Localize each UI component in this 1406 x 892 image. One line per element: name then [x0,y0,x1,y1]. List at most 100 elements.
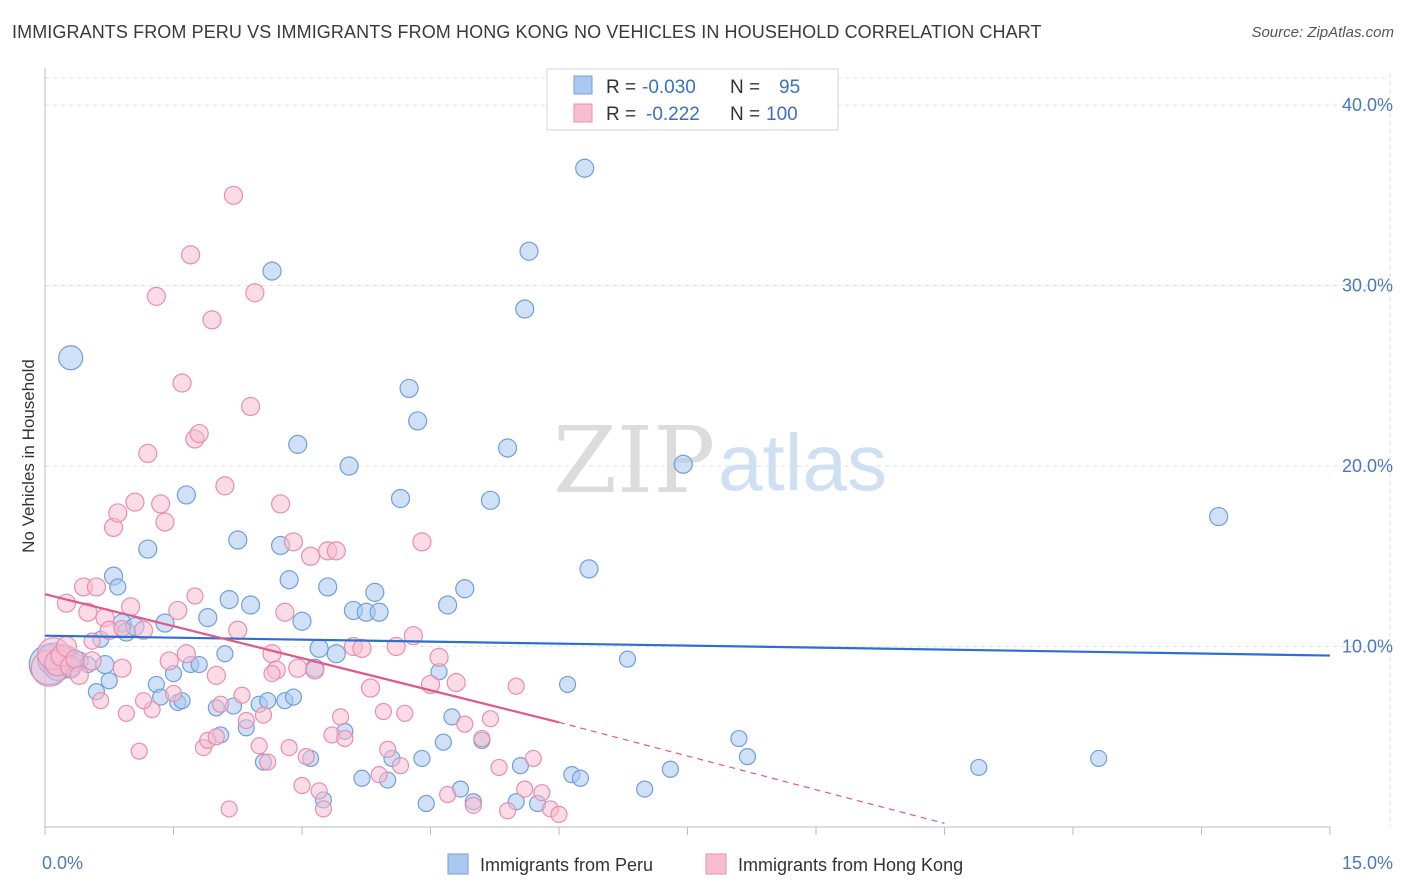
hk-point-28 [155,512,175,532]
peru-point-60 [369,602,389,622]
hk-point-26 [146,286,166,306]
hk-point-32 [172,373,192,393]
correlation-legend: R = -0.030 N = 95 R = -0.222 N = 100 [546,68,839,131]
peru-point-55 [339,456,359,476]
hk-point-75 [379,740,397,758]
y-tick-label-1: 20.0% [1342,456,1393,476]
hk-point-45 [228,620,248,640]
hk-point-47 [237,711,255,730]
hk-point-23 [133,620,154,640]
hk-point-52 [259,753,277,771]
peru-point-65 [408,411,428,431]
peru-point-32 [216,645,234,663]
y-axis-label: No Vehicles in Household [19,359,38,553]
peru-point-93 [738,748,757,766]
hk-point-74 [370,766,388,784]
peru-point-80 [515,299,535,319]
chart-title: IMMIGRANTS FROM PERU VS IMMIGRANTS FROM … [12,22,1042,42]
peru-point-86 [575,158,595,178]
hk-point-62 [300,546,321,566]
peru-point-53 [326,644,346,664]
hk-point-7 [69,665,89,685]
legend-hk-r-label: R = [606,104,636,125]
hk-point-69 [331,708,350,726]
hk-point-17 [108,503,128,523]
peru-point-71 [443,708,461,726]
hk-point-51 [254,706,273,724]
legend-peru-n-value: 95 [779,77,800,98]
hk-point-97 [207,728,225,746]
peru-point-66 [413,749,431,768]
x-tick-labels: 0.0% 15.0% [42,853,1393,873]
series-hk-points [30,185,568,823]
peru-point-73 [455,579,475,599]
hk-point-19 [117,704,135,722]
y-tick-label-2: 30.0% [1342,276,1393,296]
hk-point-102 [391,757,410,775]
peru-point-11 [109,578,127,596]
peru-point-46 [288,434,308,454]
peru-point-76 [480,490,501,510]
hk-point-36 [189,423,209,444]
peru-point-17 [100,672,118,690]
hk-point-60 [293,776,311,795]
peru-point-63 [390,488,411,509]
peru-point-44 [279,570,299,590]
peru-point-91 [673,454,693,474]
peru-point-52 [318,577,338,597]
peru-point-40 [259,692,277,710]
y-tick-label-3: 40.0% [1342,95,1393,115]
hk-point-40 [206,665,226,685]
peru-point-92 [730,729,748,748]
hk-point-103 [113,619,131,638]
legend-hk-key [705,853,727,875]
hk-point-72 [352,638,372,658]
peru-point-81 [519,241,539,261]
hk-point-22 [130,742,148,760]
hk-point-77 [396,704,414,722]
hk-point-95 [550,805,568,823]
hk-point-42 [215,476,235,496]
peru-point-83 [558,675,577,694]
hk-point-57 [280,738,298,757]
hk-point-101 [374,702,392,721]
hk-point-53 [262,644,282,664]
peru-point-37 [241,595,261,615]
hk-point-31 [168,600,188,621]
peru-point-96 [1209,506,1229,527]
series-legend: Immigrants from Peru Immigrants from Hon… [447,853,963,875]
hk-point-33 [176,644,196,664]
axes [44,68,1331,835]
peru-point-77 [498,438,518,458]
hk-point-64 [310,782,328,800]
peru-point-33 [219,589,239,610]
peru-point-19 [138,539,158,559]
hk-point-50 [250,737,268,755]
hk-point-87 [481,710,500,728]
hk-point-68 [326,541,346,561]
hk-point-81 [429,647,449,667]
hk-point-34 [181,245,201,265]
legend-hk-n-value: 100 [766,104,798,125]
hk-point-59 [288,658,308,678]
y-tick-label-0: 10.0% [1342,637,1393,657]
peru-point-90 [661,760,679,778]
hk-point-89 [499,802,517,820]
trend-line-hk [44,593,560,724]
hk-point-10 [78,602,98,622]
hk-point-44 [223,185,244,205]
legend-peru-r-value: -0.030 [642,77,696,98]
hk-point-93 [533,784,551,802]
hk-point-96 [134,692,153,710]
peru-point-94 [970,758,988,777]
hk-point-79 [412,532,432,552]
hk-point-39 [202,310,222,330]
y-tick-labels: 10.0% 20.0% 30.0% 40.0% [1342,95,1393,656]
trend-line-peru [44,634,1331,657]
hk-point-6 [65,649,85,669]
legend-peru-r-label: R = [606,77,636,98]
legend-peru-swatch [573,75,593,95]
hk-point-73 [360,678,381,698]
source-credit: Source: ZipAtlas.com [1251,24,1394,41]
